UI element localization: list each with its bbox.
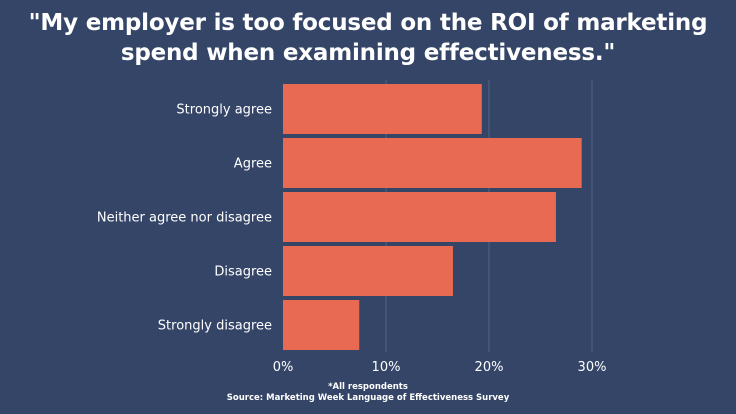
bar-strongly-disagree (283, 300, 360, 350)
category-label: Disagree (214, 265, 272, 280)
bar-agree (283, 138, 582, 188)
category-label: Strongly agree (176, 103, 272, 118)
bar-strongly-agree (283, 84, 482, 134)
footnote-source: Source: Marketing Week Language of Effec… (226, 393, 510, 403)
category-label: Agree (234, 157, 272, 172)
x-tick-label: 10% (372, 360, 401, 375)
footnote-note: *All respondents (328, 382, 408, 392)
chart-title-line-1: "My employer is too focused on the ROI o… (28, 10, 708, 36)
x-tick-label: 20% (475, 360, 504, 375)
category-label: Strongly disagree (158, 319, 272, 334)
x-tick-label: 0% (273, 360, 294, 375)
chart-title: "My employer is too focused on the ROI o… (0, 8, 736, 68)
x-tick-label: 30% (578, 360, 607, 375)
category-label: Neither agree nor disagree (97, 211, 272, 226)
bar-disagree (283, 246, 453, 296)
chart-footnote: *All respondents Source: Marketing Week … (0, 382, 736, 404)
bar-neither-agree-nor-disagree (283, 192, 556, 242)
chart-title-line-2: spend when examining effectiveness." (120, 40, 616, 66)
